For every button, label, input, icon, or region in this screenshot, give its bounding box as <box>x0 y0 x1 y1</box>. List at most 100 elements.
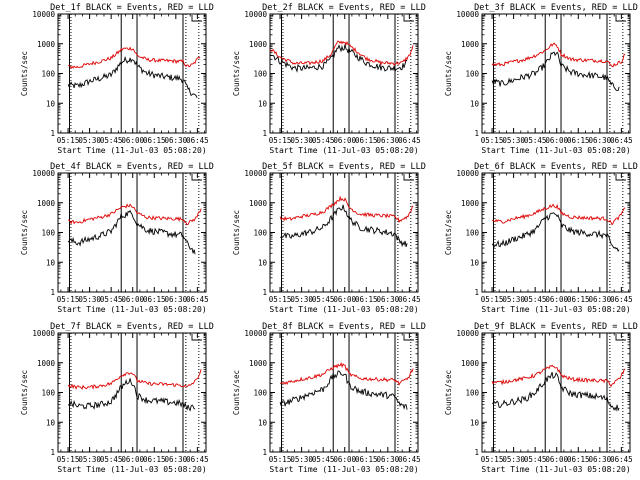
x-tick-label: 06:00 <box>121 295 144 304</box>
x-tick-label: 06:45 <box>610 295 633 304</box>
x-tick-label: 05:30 <box>290 136 313 145</box>
series-lld-line <box>491 42 626 68</box>
x-tick-label: 06:15 <box>567 455 590 464</box>
x-tick-label: 06:00 <box>545 136 568 145</box>
plot-frame <box>481 172 631 293</box>
x-tick-label: 06:30 <box>165 136 188 145</box>
x-tick-label: 06:30 <box>377 295 400 304</box>
x-tick-label: 05:45 <box>100 136 123 145</box>
x-tick-label: 06:30 <box>165 455 188 464</box>
x-tick-label: 06:15 <box>143 455 166 464</box>
series-lld-line <box>269 40 414 66</box>
y-tick-label: 10 <box>470 99 480 108</box>
x-axis-label: Start Time (11-Jul-03 05:08:20) <box>481 146 630 155</box>
y-tick-label: 10000 <box>32 10 55 19</box>
y-tick-label: 10000 <box>244 169 267 178</box>
y-tick-label: 10 <box>46 99 56 108</box>
y-tick-label: 10 <box>258 418 268 427</box>
panel-8: Det_8f BLACK = Events, RED = LLD 1 10 100 10… <box>232 322 426 474</box>
y-tick-label: 1 <box>50 288 55 297</box>
plot-frame <box>269 13 419 134</box>
x-tick-label: 06:15 <box>143 136 166 145</box>
y-tick-label: 10 <box>46 258 56 267</box>
y-tick-label: 1000 <box>461 199 480 208</box>
series-lld-line <box>67 369 202 390</box>
panel-7: Det_7f BLACK = Events, RED = LLD 1 10 100 10… <box>20 322 214 474</box>
x-tick-label: 05:30 <box>502 136 525 145</box>
panel-3: Det_3f BLACK = Events, RED = LLD 1 10 100 10… <box>444 3 638 155</box>
x-tick-label: 06:30 <box>589 455 612 464</box>
x-tick-label: 05:30 <box>78 455 101 464</box>
x-tick-label: 05:30 <box>502 295 525 304</box>
x-tick-label: 05:30 <box>502 455 525 464</box>
x-tick-label: 05:45 <box>524 295 547 304</box>
y-tick-label: 100 <box>465 70 479 79</box>
x-tick-label: 06:15 <box>567 136 590 145</box>
x-tick-label: 06:45 <box>610 136 633 145</box>
x-tick-label: 05:45 <box>100 295 123 304</box>
plot-frame <box>57 172 207 293</box>
x-tick-label: 05:15 <box>269 136 292 145</box>
x-tick-label: 06:15 <box>143 295 166 304</box>
y-tick-label: 1 <box>474 129 479 138</box>
y-tick-label: 100 <box>253 389 267 398</box>
x-tick-label: 06:15 <box>355 136 378 145</box>
x-tick-label: 05:45 <box>524 136 547 145</box>
corner-bracket <box>191 174 202 181</box>
corner-bracket <box>615 334 626 341</box>
y-tick-label: 1000 <box>249 359 268 368</box>
x-tick-label: 05:45 <box>312 295 335 304</box>
series-events-line <box>67 55 198 98</box>
x-tick-label: 06:30 <box>377 136 400 145</box>
series-lld-line <box>279 361 414 386</box>
y-tick-label: 100 <box>465 389 479 398</box>
x-axis-label: Start Time (11-Jul-03 05:08:20) <box>57 305 206 314</box>
series-lld-line <box>68 203 202 226</box>
y-tick-label: 100 <box>41 70 55 79</box>
x-tick-label: 05:30 <box>78 295 101 304</box>
panel-title: Det_6f BLACK = Events, RED = LLD <box>474 162 638 172</box>
series-events-line <box>67 378 196 412</box>
plot-frame <box>481 13 631 134</box>
y-tick-label: 100 <box>41 229 55 238</box>
x-tick-label: 05:30 <box>290 295 313 304</box>
x-tick-label: 06:00 <box>333 295 356 304</box>
y-tick-label: 10000 <box>244 329 267 338</box>
corner-bracket <box>403 15 414 22</box>
y-axis-label: Counts/sec <box>444 210 453 255</box>
y-tick-label: 1000 <box>37 199 56 208</box>
x-tick-label: 06:00 <box>545 295 568 304</box>
panel-5: Det_5f BLACK = Events, RED = LLD 1 10 100 10… <box>232 162 426 314</box>
x-tick-label: 05:15 <box>57 295 80 304</box>
x-tick-label: 06:45 <box>398 295 421 304</box>
y-tick-label: 1 <box>262 448 267 457</box>
x-tick-label: 06:45 <box>186 136 209 145</box>
y-tick-label: 1000 <box>37 40 56 49</box>
y-tick-label: 1 <box>474 448 479 457</box>
x-tick-label: 05:15 <box>57 136 80 145</box>
series-lld-line <box>491 364 626 387</box>
panel-2: Det_2f BLACK = Events, RED = LLD 1 10 100 10… <box>232 3 426 155</box>
panel-title: Det_2f BLACK = Events, RED = LLD <box>262 3 426 13</box>
y-tick-label: 1000 <box>461 40 480 49</box>
y-axis-label: Counts/sec <box>232 51 241 96</box>
y-tick-label: 10 <box>470 258 480 267</box>
x-tick-label: 05:45 <box>524 455 547 464</box>
y-tick-label: 1000 <box>249 199 268 208</box>
y-tick-label: 10000 <box>32 169 55 178</box>
y-tick-label: 1 <box>262 288 267 297</box>
plot-frame <box>269 172 419 293</box>
x-tick-label: 05:15 <box>269 455 292 464</box>
y-tick-label: 10 <box>46 418 56 427</box>
y-tick-label: 100 <box>41 389 55 398</box>
y-tick-label: 10 <box>258 99 268 108</box>
x-axis-label: Start Time (11-Jul-03 05:08:20) <box>57 465 206 474</box>
x-tick-label: 06:30 <box>589 295 612 304</box>
x-tick-label: 05:15 <box>57 455 80 464</box>
x-tick-label: 06:15 <box>567 295 590 304</box>
y-tick-label: 10000 <box>32 329 55 338</box>
y-tick-label: 1 <box>50 448 55 457</box>
x-tick-label: 06:45 <box>398 136 421 145</box>
panel-9: Det_9f BLACK = Events, RED = LLD 1 10 100 10… <box>444 322 638 474</box>
